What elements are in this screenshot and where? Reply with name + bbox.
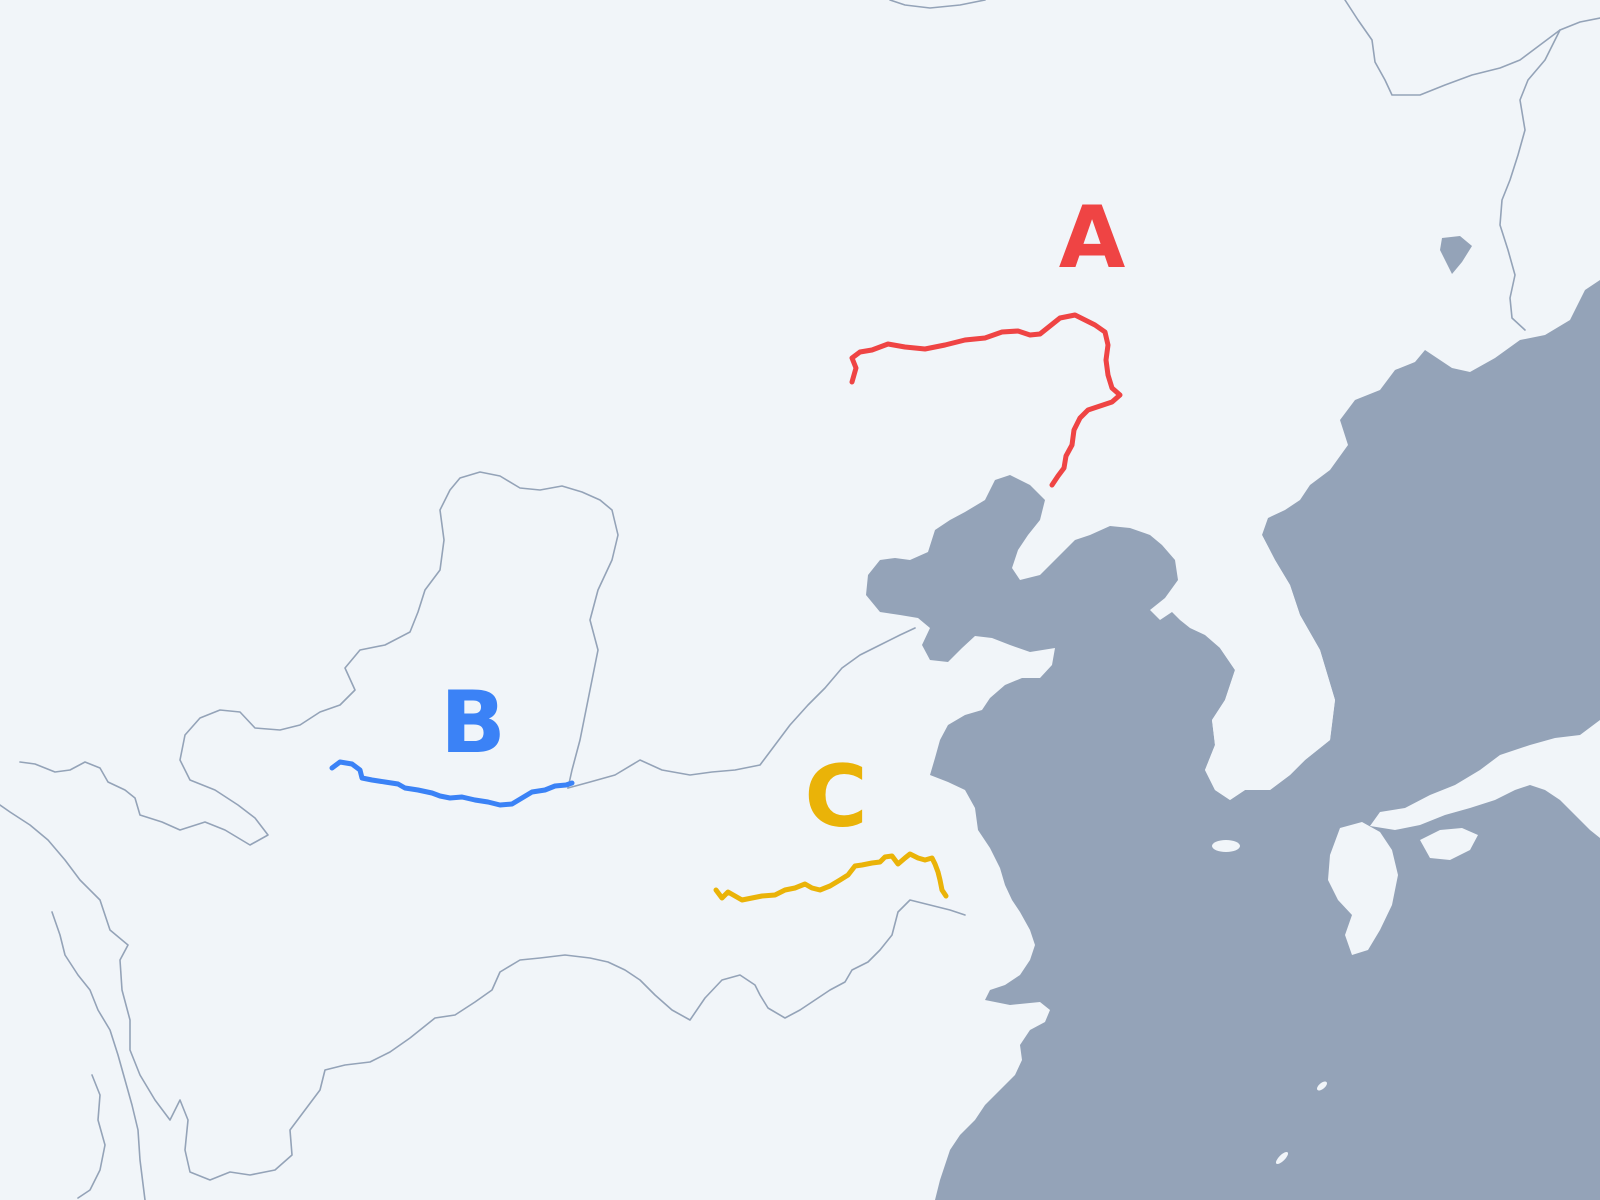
river-c-line — [713, 851, 949, 903]
context-river-yangtze — [0, 804, 966, 1181]
island-small — [1275, 1151, 1289, 1165]
context-river-yellow-lower — [567, 627, 916, 789]
context-river-yellow — [19, 471, 619, 846]
island-small — [1317, 1081, 1327, 1091]
japan-honshu — [1370, 720, 1600, 838]
context-river-tributary — [77, 1074, 106, 1199]
japan-shikoku — [1420, 828, 1478, 860]
river-b-label: B — [440, 673, 506, 773]
lake-khanka — [1440, 236, 1472, 274]
context-river-amur — [1344, 0, 1600, 96]
river-a-line — [849, 312, 1123, 488]
japan-kyushu — [1328, 822, 1398, 955]
river-b-line — [329, 759, 575, 808]
context-river-north — [889, 0, 986, 9]
context-river-ussuri — [1499, 29, 1561, 331]
sea-water — [866, 280, 1600, 1200]
river-c-label: C — [804, 747, 867, 847]
korean-peninsula — [1205, 535, 1335, 800]
river-a-label: A — [1059, 188, 1126, 288]
context-river-tributary — [51, 911, 146, 1200]
island-tsushima — [1212, 840, 1240, 852]
